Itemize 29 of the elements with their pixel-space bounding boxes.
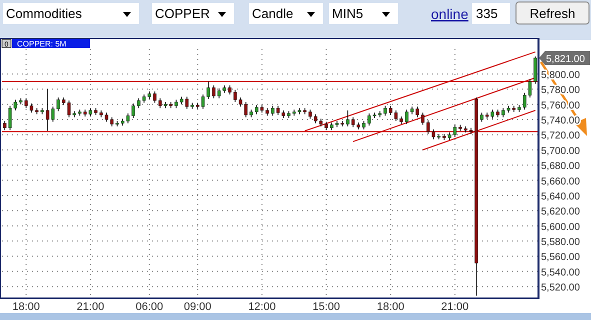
y-tick-label: 5,640.00 — [541, 191, 580, 202]
text: online — [431, 6, 469, 22]
x-tick-label: 21:00 — [76, 301, 104, 313]
y-tick-label: 5,680.00 — [541, 161, 580, 172]
x-tick-label: 06:00 — [136, 301, 164, 313]
dropdown-field: COPPER — [152, 3, 234, 24]
y-tick-label: 5,520.00 — [541, 282, 580, 294]
x-tick-label: 21:00 — [441, 301, 469, 313]
y-tick-label: 5,660.00 — [541, 176, 580, 188]
chart-title: COPPER: 5M — [17, 40, 67, 48]
text: 5,821.00 — [546, 54, 586, 65]
x-tick-label: 15:00 — [312, 301, 340, 313]
y-tick-label: 5,560.00 — [541, 252, 580, 264]
x-tick-label: 09:00 — [184, 301, 212, 313]
y-tick-label: 5,700.00 — [541, 146, 580, 157]
y-tick-label: 5,720.00 — [541, 130, 580, 142]
button: Refresh — [516, 2, 590, 24]
title-tab: COPPER: 5M — [12, 39, 90, 48]
x-tick-label: 18:00 — [376, 301, 404, 313]
text-field: 335 — [472, 3, 510, 24]
y-tick-label: 5,580.00 — [541, 237, 580, 248]
y-tick-label: 5,540.00 — [541, 267, 580, 278]
x-tick-label: 18:00 — [12, 301, 40, 313]
y-tick-label: 5,600.00 — [541, 222, 580, 233]
dropdown-field: Commodities — [3, 3, 139, 24]
dropdown-field: MIN5 — [329, 3, 398, 24]
dropdown-field: Candle — [249, 3, 323, 24]
x-tick-label: 12:00 — [248, 301, 276, 313]
y-tick-label: 5,620.00 — [541, 206, 580, 218]
